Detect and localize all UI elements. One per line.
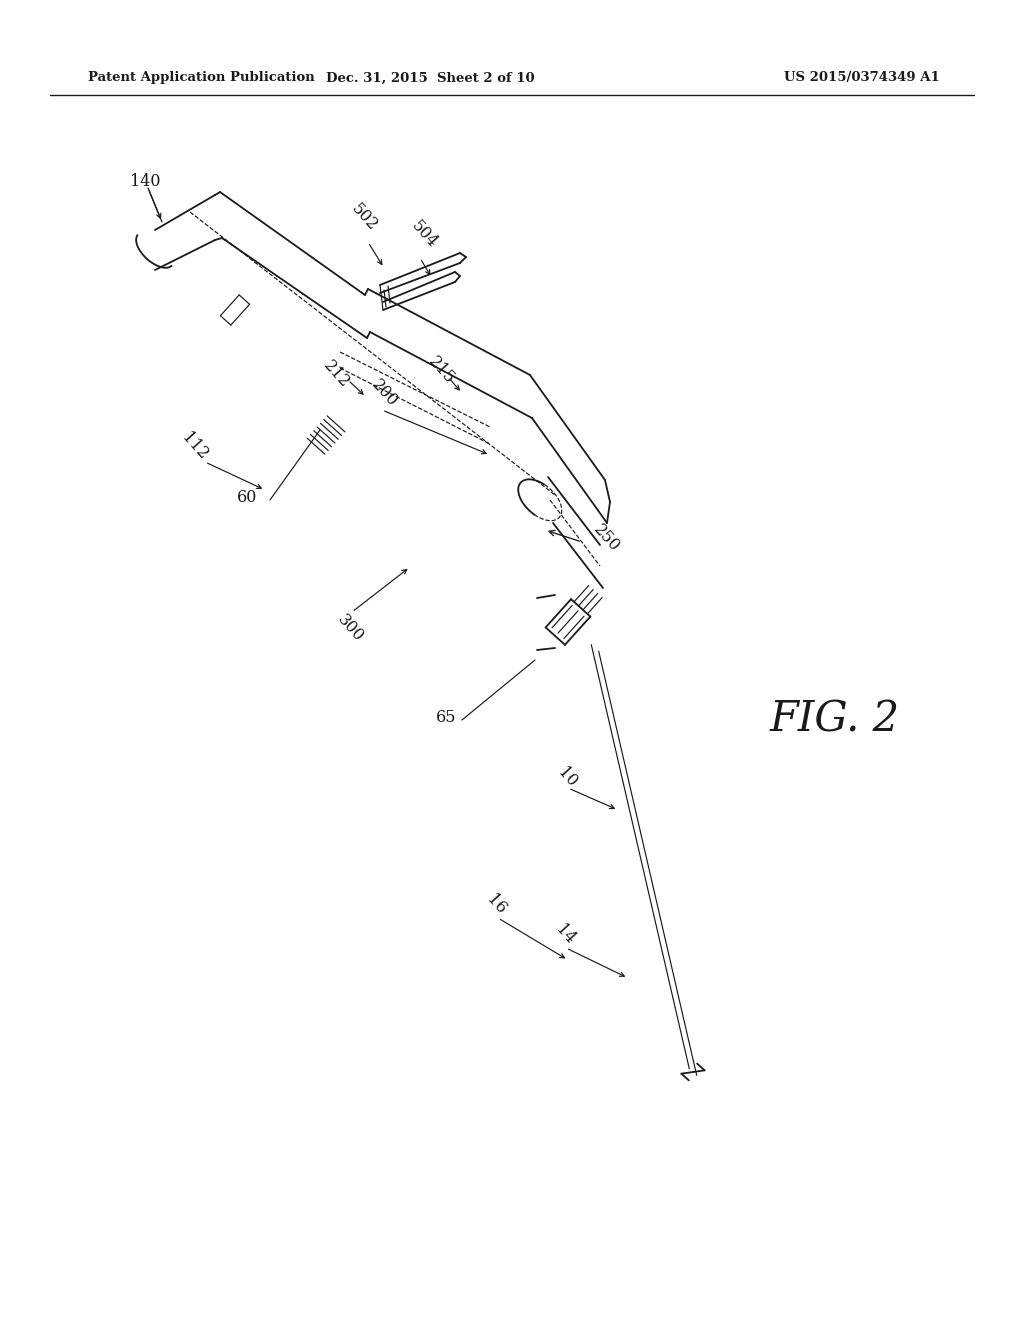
Text: Patent Application Publication: Patent Application Publication bbox=[88, 71, 314, 84]
Text: 140: 140 bbox=[130, 173, 161, 190]
Text: 65: 65 bbox=[436, 710, 457, 726]
Text: 10: 10 bbox=[554, 764, 581, 791]
Text: 60: 60 bbox=[237, 490, 257, 507]
Text: 504: 504 bbox=[408, 216, 441, 251]
Text: 16: 16 bbox=[483, 892, 509, 919]
Text: 250: 250 bbox=[590, 521, 623, 554]
Text: 300: 300 bbox=[334, 611, 367, 645]
Text: Dec. 31, 2015  Sheet 2 of 10: Dec. 31, 2015 Sheet 2 of 10 bbox=[326, 71, 535, 84]
Text: 112: 112 bbox=[178, 429, 211, 463]
Text: FIG. 2: FIG. 2 bbox=[770, 700, 900, 741]
Text: 502: 502 bbox=[348, 199, 381, 234]
Text: US 2015/0374349 A1: US 2015/0374349 A1 bbox=[784, 71, 940, 84]
Text: 215: 215 bbox=[425, 352, 458, 387]
Text: 14: 14 bbox=[552, 921, 579, 948]
Text: 212: 212 bbox=[319, 356, 353, 391]
Text: 200: 200 bbox=[368, 376, 401, 411]
